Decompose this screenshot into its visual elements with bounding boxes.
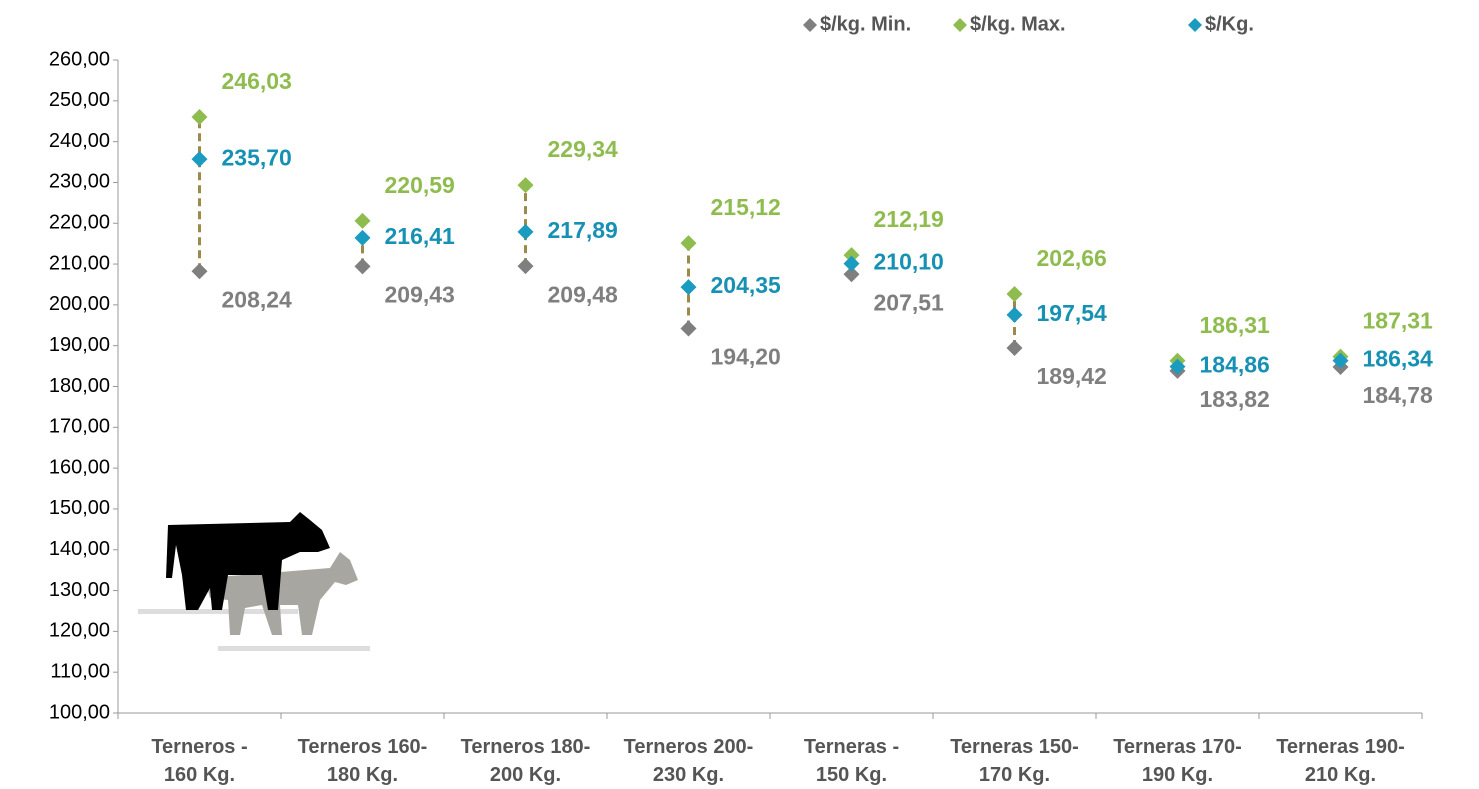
marker [517,258,534,275]
data-label: 208,24 [222,286,293,312]
y-tick-label: 150,00 [49,497,110,519]
y-tick-label: 170,00 [49,416,110,438]
legend-label: $/kg. Min. [820,13,911,35]
y-tick-label: 220,00 [49,212,110,234]
data-label: 215,12 [711,194,781,220]
x-tick-label: Terneros - 160 Kg. [151,736,248,786]
data-label: 216,41 [385,223,456,249]
legend-marker [953,18,967,32]
marker [517,177,534,194]
x-tick-label: Terneros 200-230 Kg. [623,736,754,786]
x-tick-label: Terneros 160-180 Kg. [297,736,428,786]
marker [680,320,697,337]
data-label: 207,51 [874,289,945,315]
y-tick-label: 180,00 [49,375,110,397]
y-tick-label: 120,00 [49,620,110,642]
y-tick-label: 100,00 [49,701,110,723]
y-tick-label: 260,00 [49,48,110,70]
data-label: 197,54 [1037,300,1108,326]
y-tick-label: 200,00 [49,293,110,315]
marker [191,263,208,280]
marker [1332,352,1349,369]
data-label: 183,82 [1200,386,1270,412]
data-label: 194,20 [711,344,781,370]
y-tick-label: 230,00 [49,171,110,193]
data-label: 184,86 [1200,352,1270,378]
marker [1169,358,1186,375]
x-tick-label: Terneras 150-170 Kg. [950,736,1079,786]
y-tick-label: 130,00 [49,579,110,601]
data-label: 186,34 [1363,346,1434,372]
data-label: 212,19 [874,206,944,232]
marker [191,109,208,126]
marker [843,247,860,264]
data-label: 204,35 [711,272,782,298]
x-tick-label: Terneros 180-200 Kg. [460,736,591,786]
data-label: 187,31 [1363,308,1434,334]
cow-icon [138,512,370,651]
y-tick-label: 190,00 [49,334,110,356]
y-tick-label: 250,00 [49,89,110,111]
data-label: 184,78 [1363,382,1434,408]
data-label: 220,59 [385,172,455,198]
marker [191,151,208,168]
marker [843,266,860,283]
data-label: 229,34 [548,136,619,162]
data-label: 209,48 [548,281,619,307]
legend-marker [803,18,817,32]
data-label: 217,89 [548,217,618,243]
legend-label: $/Kg. [1205,13,1254,35]
marker [680,235,697,252]
data-label: 210,10 [874,249,944,275]
marker [680,279,697,296]
x-tick-label: Terneras 170-190 Kg. [1113,736,1242,786]
y-tick-label: 110,00 [50,660,110,682]
y-tick-label: 140,00 [49,538,110,560]
marker [517,223,534,240]
data-label: 189,42 [1037,363,1107,389]
marker [1006,306,1023,323]
y-tick-label: 160,00 [49,456,110,478]
data-label: 209,43 [385,281,455,307]
legend-label: $/kg. Max. [970,13,1066,35]
data-label: 246,03 [222,68,292,94]
marker [1006,286,1023,303]
data-label: 186,31 [1200,312,1271,338]
y-tick-label: 210,00 [49,252,110,274]
marker [354,229,371,246]
y-tick-label: 240,00 [49,130,110,152]
marker [843,255,860,272]
data-label: 202,66 [1037,245,1107,271]
marker [354,212,371,229]
marker [1006,340,1023,357]
x-tick-label: Terneras - 150 Kg. [803,736,900,786]
legend-marker [1188,18,1202,32]
data-label: 235,70 [222,144,292,170]
marker [354,258,371,275]
x-tick-label: Terneras 190-210 Kg. [1276,736,1405,786]
